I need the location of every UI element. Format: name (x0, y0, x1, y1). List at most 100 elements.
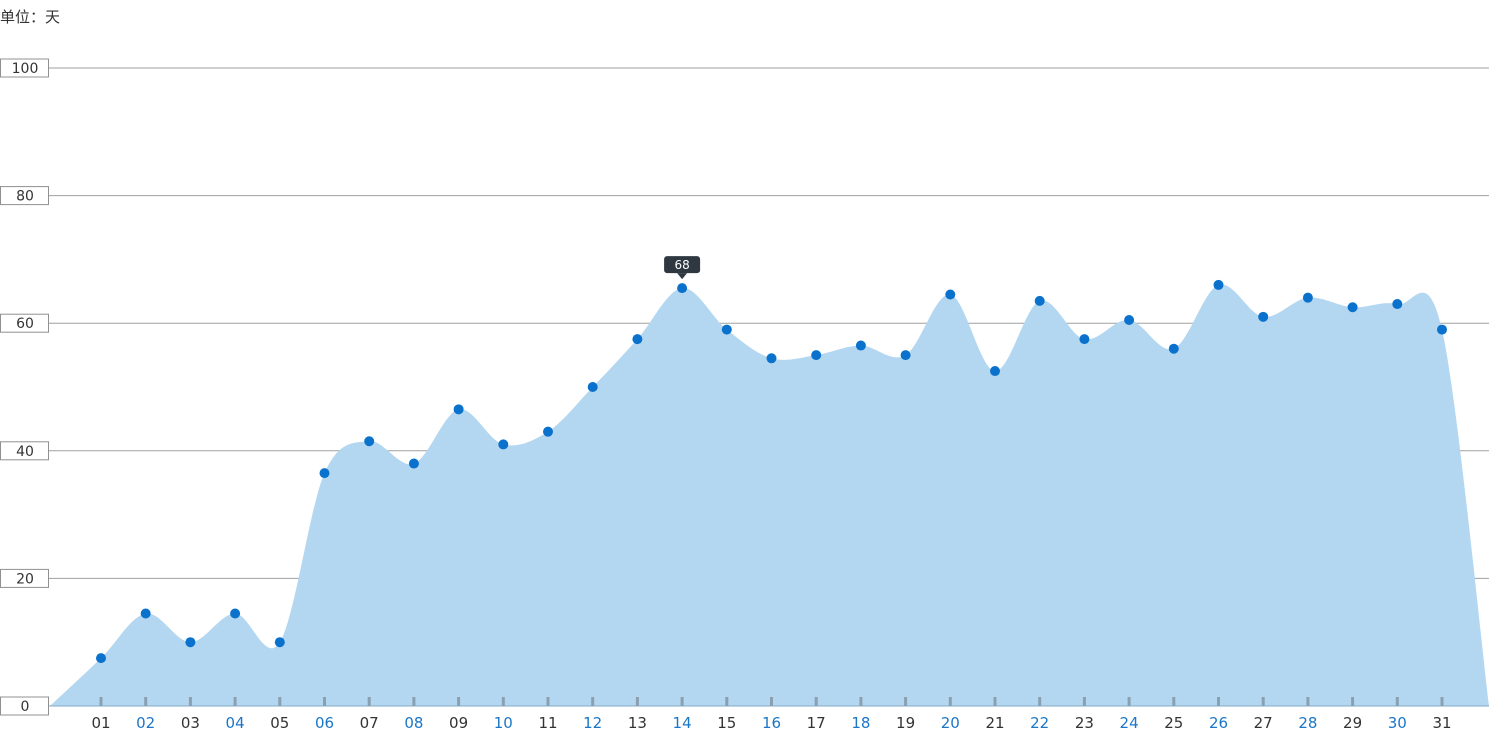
x-tick-mark (323, 697, 326, 706)
x-tick-mark (278, 697, 282, 706)
tooltip-box (664, 256, 701, 274)
data-point-29[interactable] (1347, 302, 1358, 313)
data-point-17[interactable] (811, 350, 822, 361)
x-tick-label: 27 (1254, 714, 1273, 732)
y-tick-100: 100 (0, 58, 49, 78)
data-point-04[interactable] (230, 608, 241, 619)
x-tick-22: 22 (1030, 697, 1049, 732)
data-point-10[interactable] (498, 439, 509, 450)
x-tick-label: 11 (538, 714, 557, 732)
x-tick-mark (546, 697, 550, 706)
data-point-03[interactable] (185, 637, 196, 648)
y-tick-box (0, 186, 49, 206)
x-tick-label: 10 (494, 714, 513, 732)
data-point-06[interactable] (319, 468, 330, 479)
x-tick-label: 09 (449, 714, 468, 732)
x-tick-mark (1351, 697, 1355, 706)
x-tick-15: 15 (717, 697, 736, 732)
data-point-02[interactable] (140, 608, 151, 619)
y-tick-label: 40 (16, 444, 34, 460)
x-tick-mark (948, 697, 952, 706)
data-point-20[interactable] (945, 289, 956, 300)
x-tick-mark (1395, 697, 1399, 706)
y-tick-0: 0 (0, 696, 49, 716)
data-point-21[interactable] (990, 366, 1000, 377)
unit-label: 单位：天 (0, 8, 61, 26)
x-axis: 01 02 03 04 05 06 07 08 09 10 11 12 13 14 15 16 17 18 19 20… (50, 697, 1489, 732)
x-tick-17: 17 (807, 697, 826, 732)
x-tick-label: 15 (717, 714, 736, 732)
data-point-14[interactable] (677, 283, 688, 294)
x-tick-mark (904, 697, 908, 706)
data-point-12[interactable] (587, 382, 598, 392)
data-point-30[interactable] (1392, 299, 1403, 310)
y-tick-box (0, 441, 49, 461)
x-tick-16: 16 (762, 697, 781, 732)
x-tick-label: 17 (807, 714, 826, 732)
x-tick-label: 16 (762, 714, 781, 732)
x-tick-29: 29 (1343, 697, 1362, 732)
x-tick-label: 13 (628, 714, 647, 732)
x-tick-label: 18 (851, 714, 870, 732)
data-point-28[interactable] (1302, 292, 1313, 303)
x-tick-05: 05 (270, 697, 289, 732)
x-tick-01: 01 (91, 697, 111, 732)
x-tick-mark (1306, 697, 1310, 706)
x-tick-mark (1217, 697, 1220, 706)
x-tick-label: 08 (404, 714, 423, 732)
data-point-09[interactable] (453, 404, 464, 415)
x-tick-label: 30 (1388, 714, 1407, 732)
data-point-15[interactable] (721, 324, 732, 335)
x-tick-28: 28 (1298, 697, 1317, 732)
data-point-11[interactable] (543, 426, 553, 437)
x-tick-20: 20 (941, 697, 960, 732)
data-point-25[interactable] (1168, 343, 1179, 354)
x-tick-label: 28 (1298, 714, 1317, 732)
x-tick-mark (233, 697, 237, 706)
x-tick-11: 11 (538, 697, 558, 732)
x-tick-label: 23 (1075, 714, 1094, 732)
x-tick-label: 12 (583, 714, 602, 732)
tooltip-layer: 68 (664, 256, 701, 280)
area-layer (50, 284, 1489, 706)
x-tick-27: 27 (1254, 697, 1273, 732)
tooltip-arrow (677, 273, 688, 280)
x-tick-13: 13 (628, 697, 647, 732)
x-tick-mark (680, 697, 684, 706)
data-point-26[interactable] (1213, 279, 1224, 290)
data-point-08[interactable] (408, 458, 419, 469)
y-tick-box (0, 313, 49, 333)
x-tick-mark (1127, 697, 1131, 706)
data-point-07[interactable] (364, 436, 375, 447)
data-point-19[interactable] (900, 350, 911, 361)
y-tick-label: 0 (21, 699, 30, 715)
x-tick-18: 18 (851, 697, 870, 732)
data-point-05[interactable] (274, 637, 285, 648)
x-tick-label: 05 (270, 714, 289, 732)
x-tick-label: 04 (226, 714, 245, 732)
data-point-16[interactable] (766, 353, 777, 364)
data-point-13[interactable] (632, 334, 643, 345)
data-point-24[interactable] (1124, 315, 1135, 326)
x-tick-mark (501, 697, 505, 706)
x-tick-09: 09 (449, 697, 468, 732)
x-tick-mark (1261, 697, 1265, 706)
x-tick-label: 29 (1343, 714, 1362, 732)
x-tick-label: 14 (673, 714, 692, 732)
area-series (50, 284, 1489, 706)
data-point-31[interactable] (1437, 324, 1447, 335)
x-tick-mark (993, 697, 997, 706)
data-point-01[interactable] (96, 653, 106, 664)
data-point-22[interactable] (1034, 295, 1045, 306)
x-tick-30: 30 (1388, 697, 1407, 732)
x-tick-label: 07 (360, 714, 379, 732)
data-point-18[interactable] (855, 340, 866, 351)
y-tick-label: 20 (16, 571, 34, 587)
x-tick-mark (725, 697, 729, 706)
x-tick-mark (1440, 697, 1444, 706)
y-tick-label: 80 (16, 189, 34, 205)
data-point-23[interactable] (1079, 334, 1090, 345)
x-tick-label: 06 (315, 714, 334, 732)
data-point-27[interactable] (1258, 311, 1269, 322)
y-tick-label: 60 (16, 316, 34, 332)
